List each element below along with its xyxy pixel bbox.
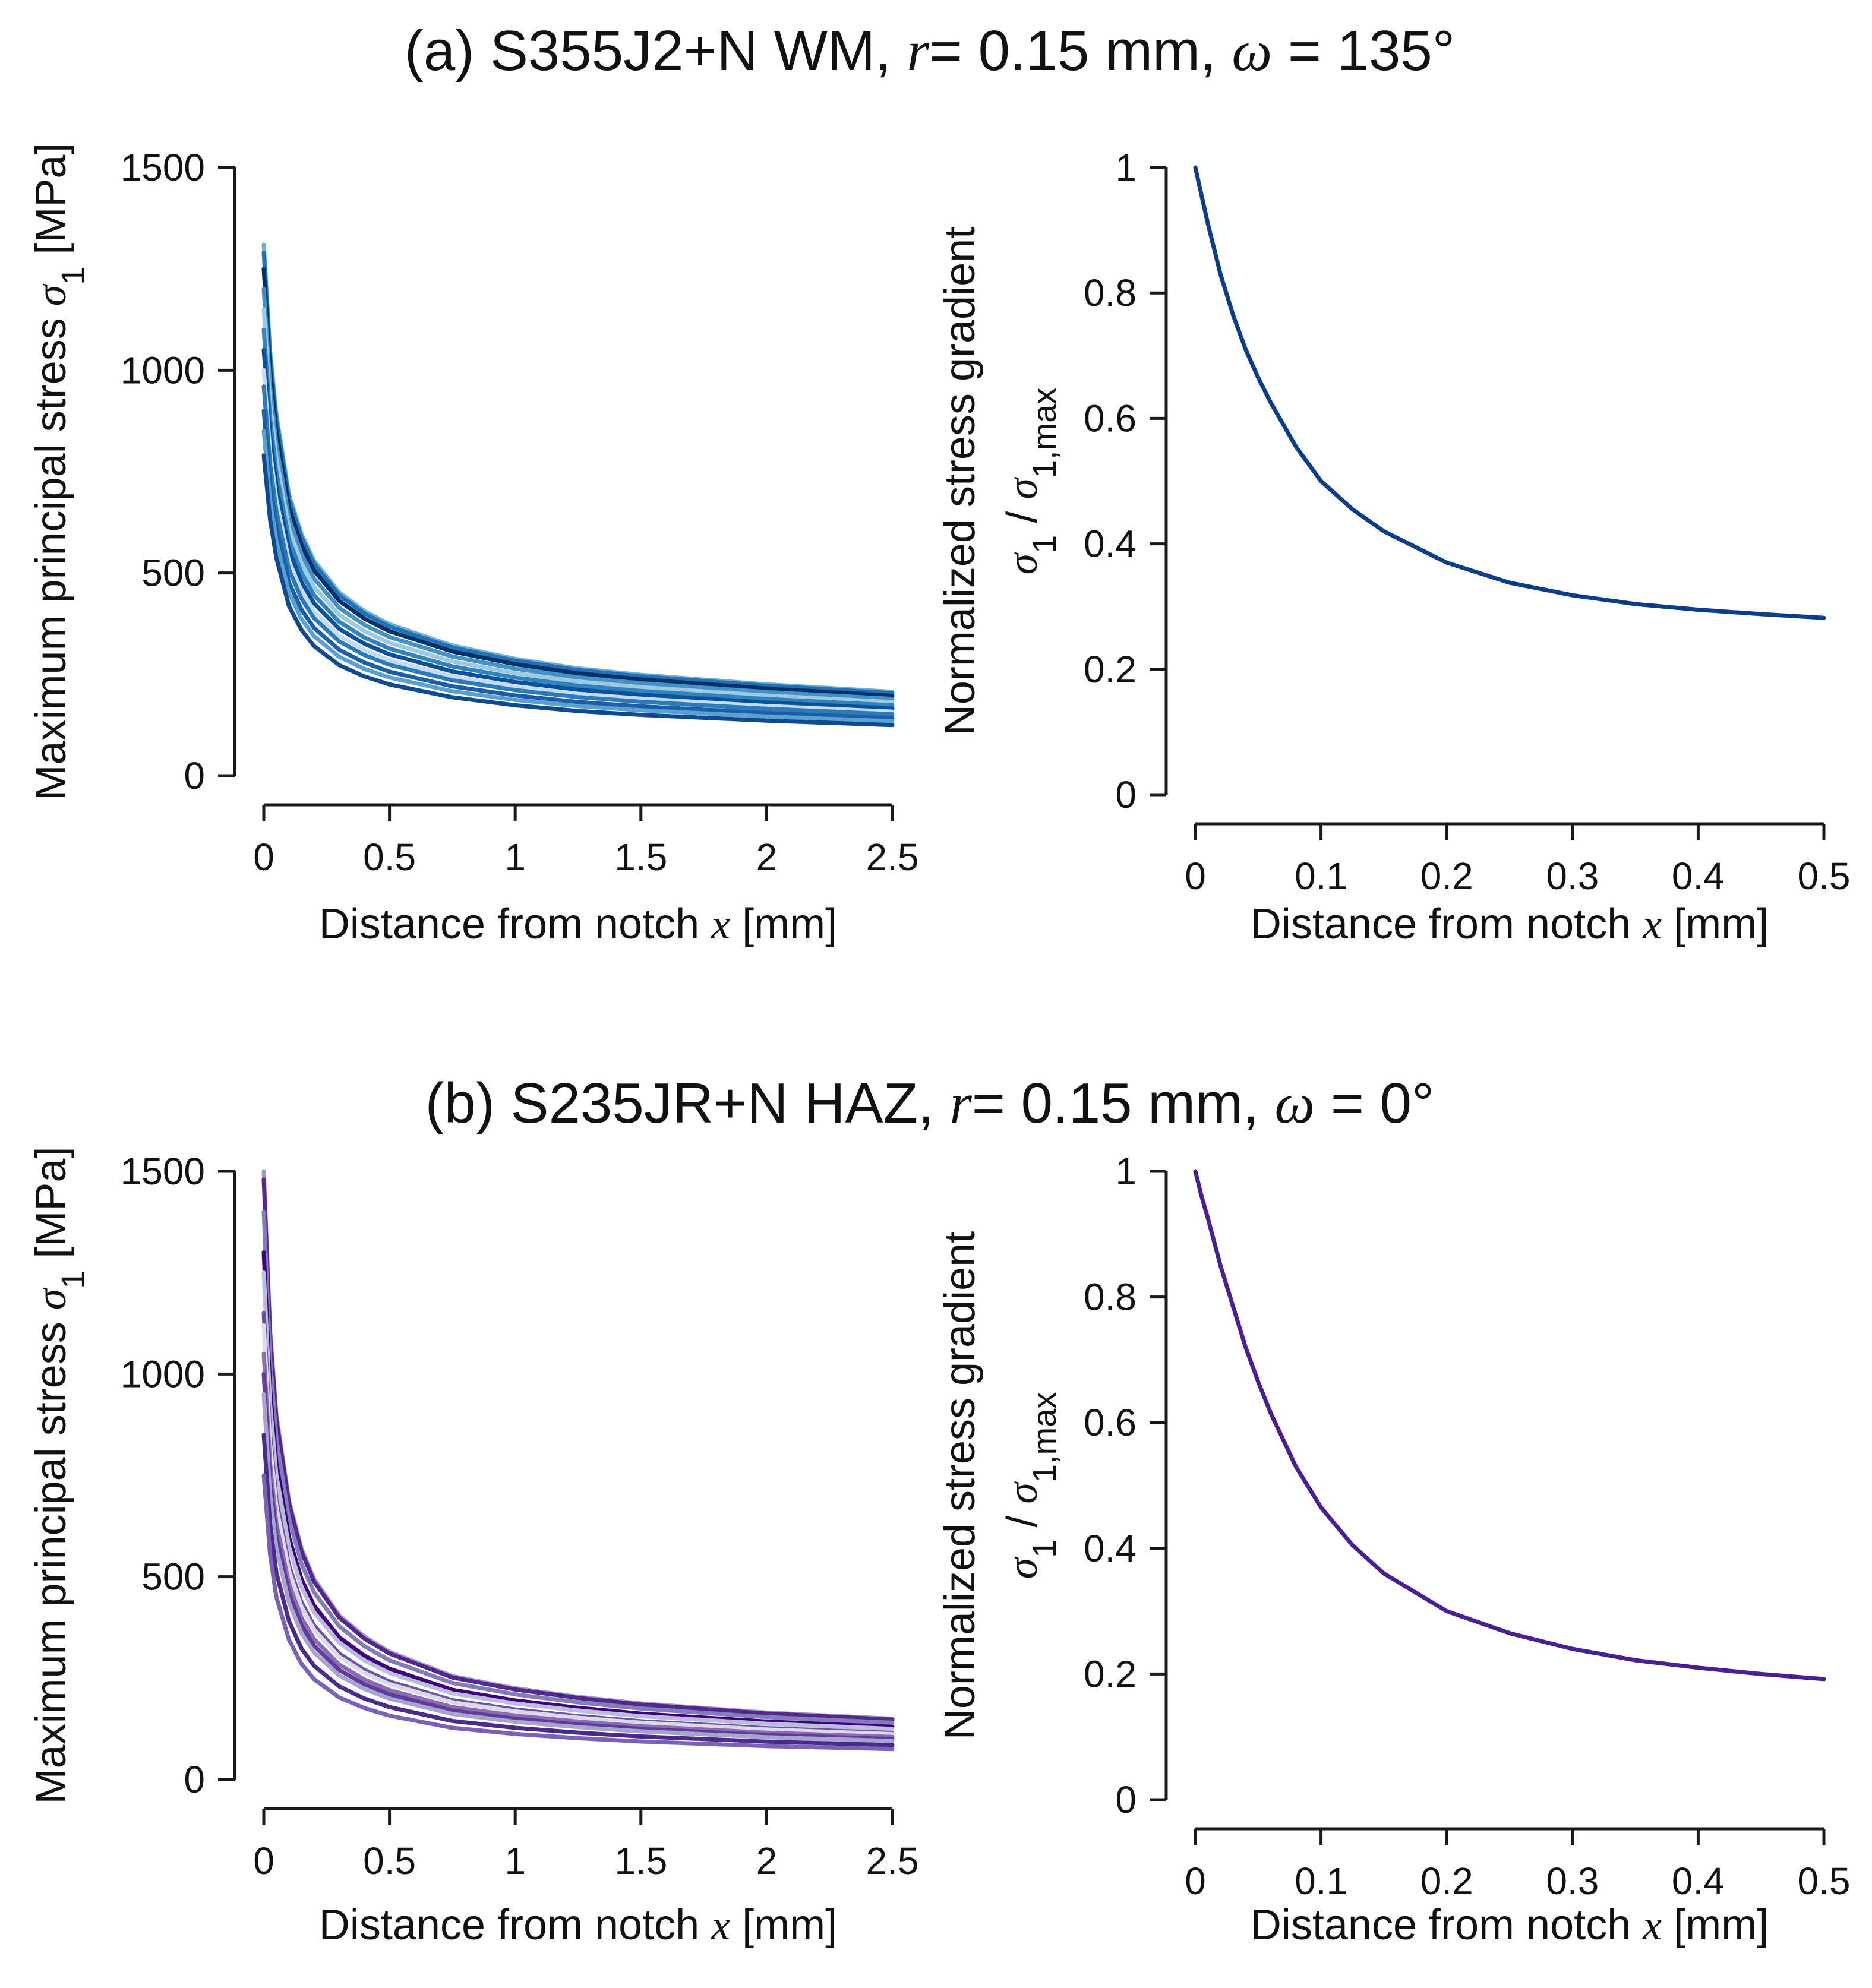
series-line <box>261 1209 895 1725</box>
panel-b-title: (b) S235JR+N HAZ, r= 0.15 mm, ω = 0° <box>425 1072 1435 1135</box>
y-axis-label: Normalized stress gradient <box>936 1231 984 1740</box>
plot-a-left: 0 500 1000 1500 0 0.5 1 1.5 2 2.5 Distance from no… <box>27 143 918 948</box>
x-tick-label: 0.1 <box>1295 1860 1347 1902</box>
y-tick-label: 0 <box>184 754 205 797</box>
y-axis-label: Maximum principal stress σ1 [MPa] <box>27 143 91 801</box>
x-tick-label: 0.4 <box>1672 855 1725 897</box>
x-tick-label: 0.3 <box>1546 1860 1599 1902</box>
series-line <box>261 368 895 714</box>
x-tick-label: 2.5 <box>866 836 919 878</box>
plot-a-right: 0 0.2 0.4 0.6 0.8 1 0 0.1 0.2 0.3 0.4 0.5 Distance f… <box>936 146 1850 948</box>
series-line <box>261 307 895 704</box>
x-tick-label: 0 <box>253 1840 274 1882</box>
series-line <box>261 287 895 701</box>
series-line <box>261 453 895 728</box>
series-line <box>261 1351 895 1739</box>
y-axis-label-ratio: σ1 / σ1,max <box>999 1392 1063 1579</box>
series-line <box>261 384 895 716</box>
x-tick-label: 0.5 <box>363 1840 416 1882</box>
x-axis-label: Distance from notch x [mm] <box>1251 900 1769 948</box>
x-tick-label: 1 <box>504 1840 526 1882</box>
y-tick-label: 0.2 <box>1084 1652 1137 1695</box>
y-tick-label: 1500 <box>121 146 205 189</box>
y-tick-label: 0.4 <box>1084 1527 1137 1570</box>
x-tick-label: 2 <box>756 1840 778 1882</box>
series-line <box>261 1433 895 1747</box>
y-tick-label: 0 <box>184 1758 205 1801</box>
series-line <box>261 1473 895 1752</box>
series-line <box>261 1371 895 1742</box>
y-tick-label: 0.8 <box>1084 1276 1137 1319</box>
y-tick-label: 0.6 <box>1084 1401 1137 1444</box>
series-line <box>261 267 895 698</box>
series-line <box>261 409 895 720</box>
series-line <box>261 1270 895 1731</box>
x-tick-label: 0.5 <box>1798 1860 1851 1902</box>
y-tick-label: 0 <box>1115 773 1137 816</box>
y-tick-label: 0.8 <box>1084 271 1137 314</box>
x-tick-label: 0.4 <box>1672 1860 1725 1902</box>
y-axis-label: Normalized stress gradient <box>936 227 984 735</box>
x-axis-label: Distance from notch x [mm] <box>319 900 837 948</box>
x-tick-label: 0.5 <box>1798 855 1851 897</box>
series-line <box>261 327 895 707</box>
x-tick-label: 0.1 <box>1295 855 1347 897</box>
x-tick-label: 1.5 <box>614 1840 667 1882</box>
y-axis-label: Maximum principal stress σ1 [MPa] <box>27 1147 91 1804</box>
panel-a-title: (a) S355J2+N WM, r= 0.15 mm, ω = 135° <box>405 19 1455 83</box>
x-tick-label: 1 <box>504 836 526 878</box>
x-tick-label: 0.2 <box>1420 1860 1473 1902</box>
series-line <box>1193 1169 1826 1682</box>
y-tick-label: 0.2 <box>1084 648 1137 691</box>
series-line <box>1193 165 1826 620</box>
series-line <box>261 347 895 711</box>
x-tick-label: 0 <box>253 836 274 878</box>
y-tick-label: 1000 <box>121 349 205 391</box>
x-axis-label: Distance from notch x [mm] <box>319 1901 837 1949</box>
y-tick-label: 1 <box>1115 146 1137 189</box>
series-line <box>261 1392 895 1743</box>
series-line <box>261 1169 895 1721</box>
series-line <box>261 429 895 723</box>
y-tick-label: 500 <box>141 552 205 595</box>
y-tick-label: 500 <box>141 1556 205 1598</box>
y-tick-label: 1 <box>1115 1150 1137 1193</box>
y-tick-label: 0 <box>1115 1778 1137 1821</box>
plot-b-right: 0 0.2 0.4 0.6 0.8 1 0 0.1 0.2 0.3 0.4 0.5 Distance f… <box>936 1150 1850 1949</box>
y-tick-label: 0.6 <box>1084 397 1137 440</box>
x-tick-label: 2.5 <box>866 1840 919 1882</box>
y-tick-label: 1500 <box>121 1150 205 1193</box>
x-tick-label: 0 <box>1185 855 1206 897</box>
series-line <box>261 1323 895 1736</box>
series-line <box>261 1177 895 1722</box>
x-tick-label: 0.3 <box>1546 855 1599 897</box>
y-tick-label: 1000 <box>121 1352 205 1395</box>
x-tick-label: 2 <box>756 836 778 878</box>
plot-b-left: 0 500 1000 1500 0 0.5 1 1.5 2 2.5 Distance from no… <box>27 1147 918 1949</box>
x-tick-label: 0.2 <box>1420 855 1473 897</box>
x-tick-label: 0 <box>1185 1860 1206 1902</box>
y-tick-label: 0.4 <box>1084 523 1137 565</box>
x-tick-label: 0.5 <box>363 836 416 878</box>
x-axis-label: Distance from notch x [mm] <box>1251 1901 1769 1949</box>
x-tick-label: 1.5 <box>614 836 667 878</box>
y-axis-label-ratio: σ1 / σ1,max <box>999 388 1063 575</box>
